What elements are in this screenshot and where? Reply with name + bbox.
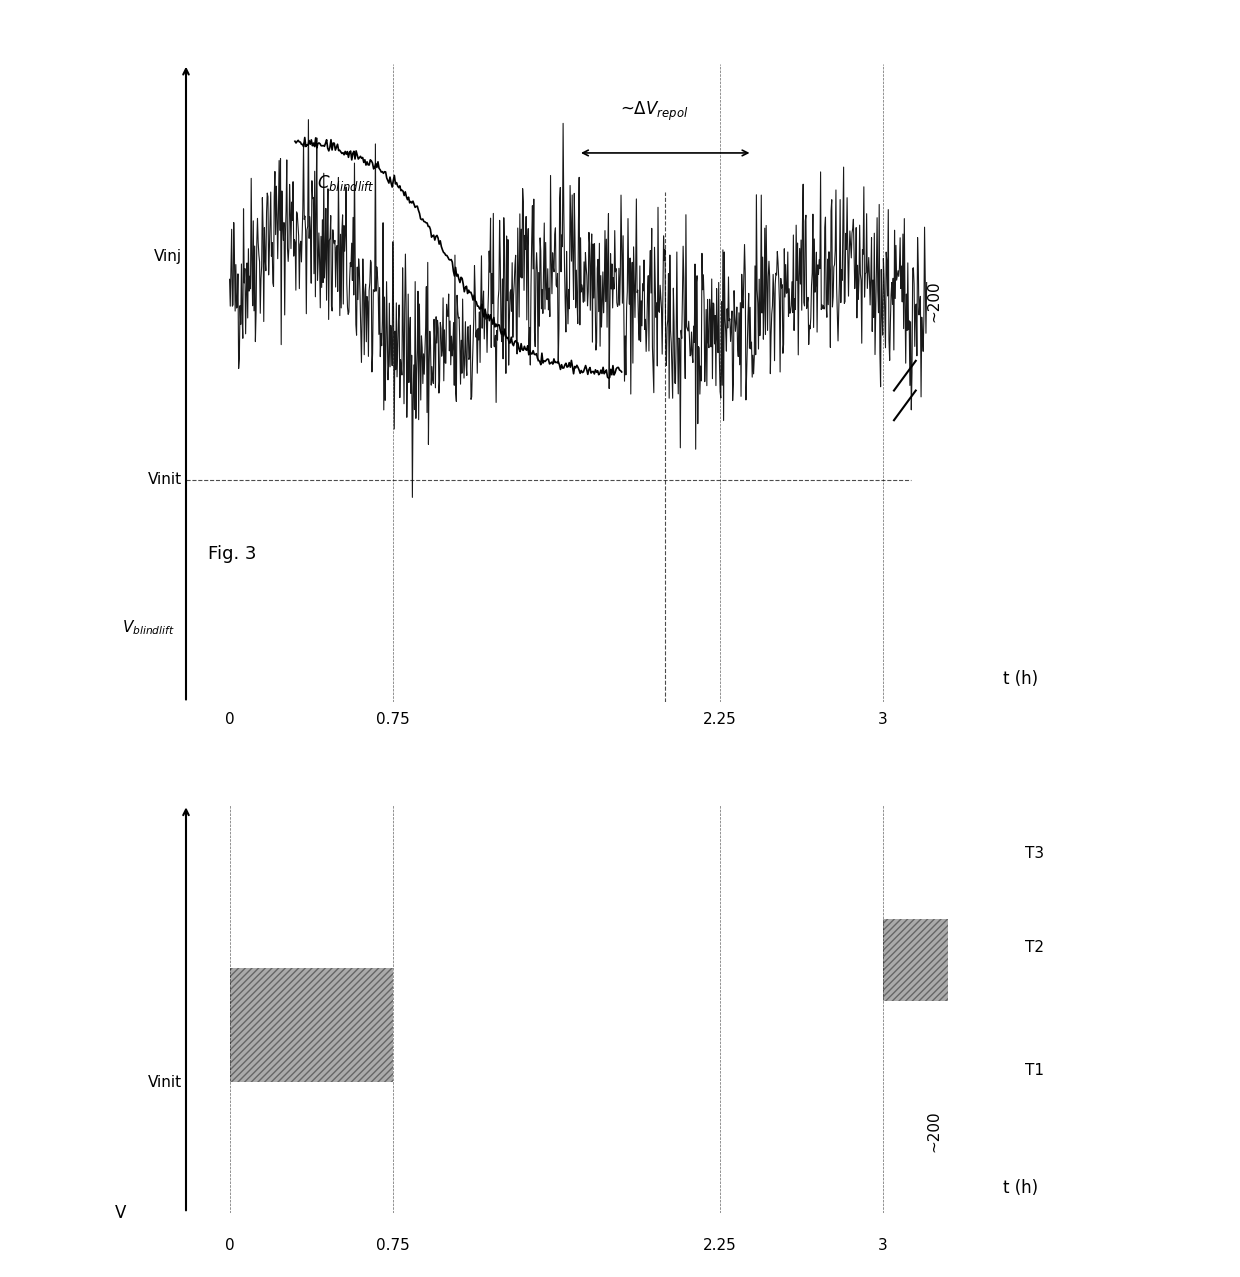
Text: V: V (115, 1204, 126, 1222)
Bar (229, 968, 393, 1083)
Bar (883, 919, 949, 1001)
Text: $V_{blindlift}$: $V_{blindlift}$ (123, 619, 175, 637)
Text: Fig. 3: Fig. 3 (208, 545, 257, 563)
Text: Vinit: Vinit (148, 472, 181, 487)
Text: 0.75: 0.75 (376, 1237, 410, 1253)
Text: ~200: ~200 (926, 1111, 941, 1152)
Text: 2.25: 2.25 (703, 1237, 737, 1253)
Text: T3: T3 (1024, 847, 1044, 861)
Text: t (h): t (h) (1003, 669, 1038, 687)
Text: t (h): t (h) (1003, 1179, 1038, 1197)
Text: Vinj: Vinj (154, 249, 181, 264)
Text: T2: T2 (1024, 940, 1044, 955)
Text: 0: 0 (224, 1237, 234, 1253)
Text: T1: T1 (1024, 1062, 1044, 1078)
Text: 3: 3 (878, 1237, 888, 1253)
Text: $C_{blindlift}$: $C_{blindlift}$ (316, 172, 374, 193)
Text: ~$\Delta V_{repol}$: ~$\Delta V_{repol}$ (620, 100, 688, 124)
Text: Vinit: Vinit (148, 1075, 181, 1089)
Text: ~200: ~200 (926, 281, 941, 322)
